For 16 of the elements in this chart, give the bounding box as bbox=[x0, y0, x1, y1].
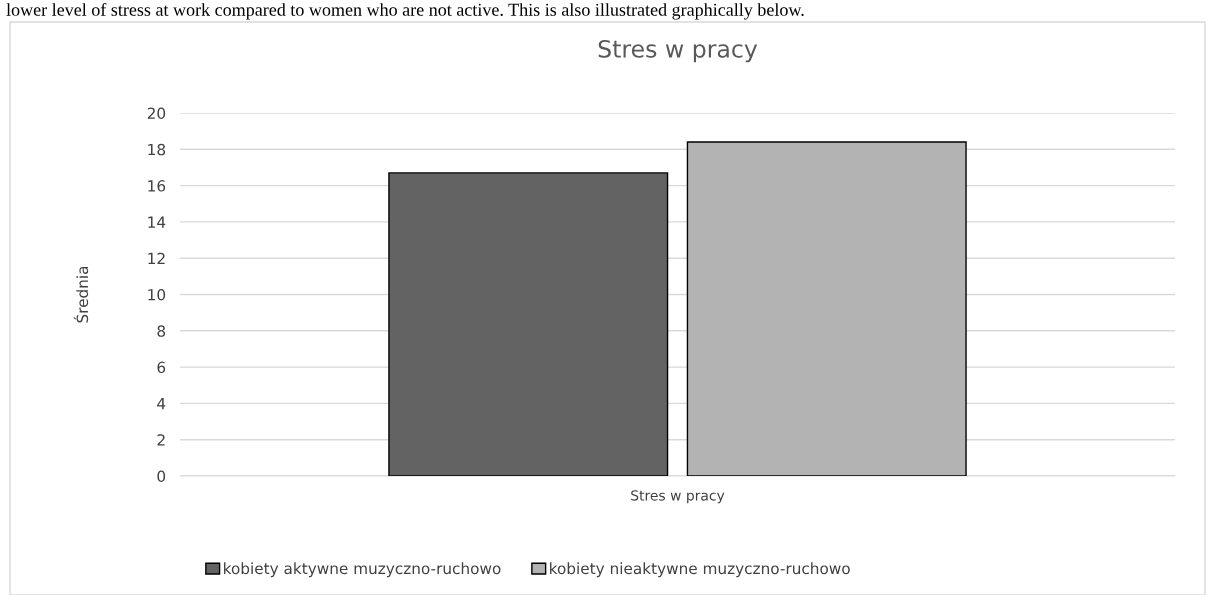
chart-title: Stres w pracy bbox=[598, 39, 758, 63]
y-tick-label: 6 bbox=[157, 361, 166, 374]
y-tick-label: 20 bbox=[147, 107, 166, 120]
y-tick-label: 14 bbox=[148, 216, 166, 228]
y-tick-label: 12 bbox=[148, 252, 165, 264]
y-tick-label: 16 bbox=[148, 180, 166, 192]
legend-label: kobiety aktywne muzyczno-ruchowo bbox=[224, 562, 501, 578]
y-axis-title: Średnia bbox=[73, 266, 89, 323]
text: lower level of stress at work compared to women who are not active. This is also illustrated graphically below. bbox=[6, 2, 804, 20]
y-tick-label: 18 bbox=[148, 143, 166, 156]
legend-label: kobiety nieaktywne muzyczno-ruchowo bbox=[550, 562, 850, 578]
y-tick-label: 10 bbox=[148, 288, 166, 301]
y-tick-label: 0 bbox=[157, 470, 166, 483]
y-tick-label: 2 bbox=[157, 434, 165, 446]
y-tick-label: 4 bbox=[157, 398, 166, 410]
y-tick-label: 8 bbox=[157, 325, 166, 337]
